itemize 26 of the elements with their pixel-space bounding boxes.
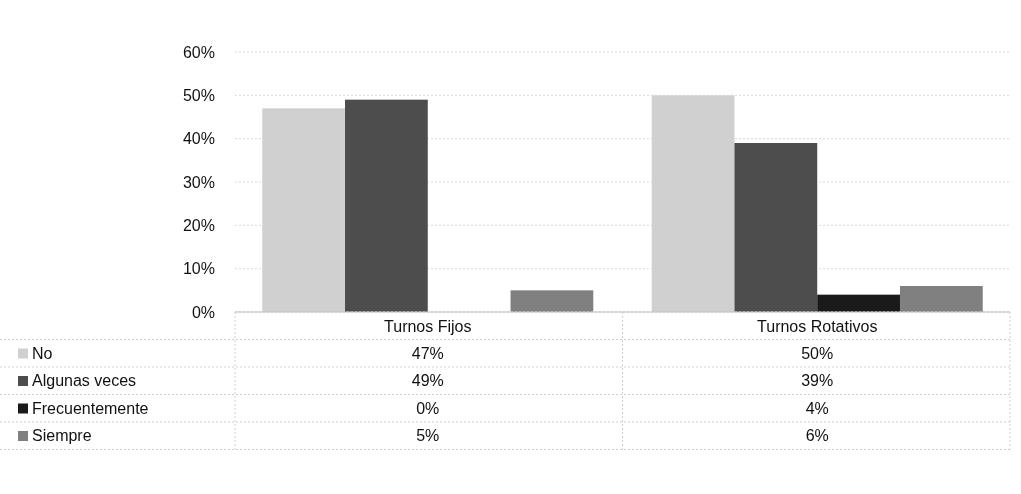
y-tick-label: 20%: [182, 216, 215, 234]
bar: [734, 143, 818, 312]
legend-label: Siempre: [32, 427, 92, 444]
text: 39%: [801, 372, 834, 389]
text: 47%: [411, 344, 444, 362]
y-tick-label: 30%: [182, 173, 215, 191]
y-tick-label: 50%: [182, 86, 215, 104]
y-tick-label: 40%: [182, 130, 215, 148]
text: 49%: [411, 372, 444, 389]
legend-label: Frecuentemente: [32, 399, 149, 417]
text: 5%: [416, 427, 440, 444]
text: 0%: [416, 399, 440, 417]
bar: [510, 290, 594, 312]
legend-label: Algunas veces: [32, 372, 137, 389]
bar: [899, 286, 983, 312]
text: 4%: [805, 399, 829, 417]
legend-label: No: [32, 344, 53, 362]
x-tick-label: Turnos Fijos: [384, 318, 472, 335]
y-tick-label: 0%: [191, 303, 215, 321]
bar: [817, 294, 900, 312]
text: 50%: [801, 344, 834, 362]
bar: [345, 99, 428, 312]
text: 6%: [805, 427, 829, 444]
y-tick-label: 60%: [182, 43, 215, 61]
x-tick-label: Turnos Rotativos: [757, 318, 878, 335]
y-tick-label: 10%: [182, 260, 215, 278]
